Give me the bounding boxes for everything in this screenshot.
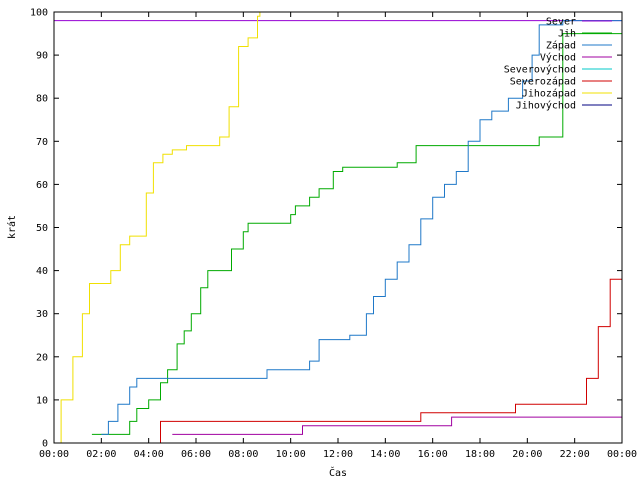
series-line-5 [158, 231, 623, 444]
x-tick-label: 10:00 [276, 449, 306, 460]
x-tick-label: 00:00 [607, 449, 637, 460]
x-tick-label: 18:00 [465, 449, 495, 460]
y-tick-label: 30 [36, 309, 48, 320]
y-tick-label: 60 [36, 180, 48, 191]
legend-label: Východ [540, 52, 576, 64]
series-line-3 [172, 416, 622, 435]
legend-label: Jihozápad [522, 88, 576, 100]
x-axis: 00:00 02:00 04:00 06:00 08:00 10:00 12:00 14:00… [39, 12, 637, 460]
series-line-6 [54, 12, 261, 444]
x-tick-label: 06:00 [181, 449, 211, 460]
y-axis-label: krát [6, 215, 18, 239]
x-tick-label: 08:00 [228, 449, 258, 460]
y-tick-label: 70 [36, 137, 48, 148]
y-tick-label: 80 [36, 94, 48, 105]
y-tick-label: 40 [36, 266, 48, 277]
y-tick-label: 50 [36, 223, 48, 234]
series-line-1 [91, 24, 623, 435]
x-tick-label: 14:00 [370, 449, 400, 460]
x-tick-label: 22:00 [560, 449, 590, 460]
x-tick-label: 04:00 [134, 449, 164, 460]
legend-label: Severovýchod [504, 64, 576, 76]
series-line-2 [101, 20, 622, 435]
legend: SeverJihZápadVýchodSeverovýchodSeverozáp… [504, 17, 612, 112]
plot-lines [54, 12, 623, 444]
x-tick-label: 20:00 [512, 449, 542, 460]
x-axis-label: Čas [329, 466, 347, 479]
legend-label: Západ [546, 40, 576, 52]
x-tick-label: 16:00 [418, 449, 448, 460]
legend-label: Severozápad [510, 76, 576, 88]
legend-label: Sever [546, 17, 576, 28]
y-tick-label: 100 [30, 8, 48, 19]
x-tick-label: 12:00 [323, 449, 353, 460]
y-tick-label: 0 [42, 439, 48, 450]
y-tick-label: 20 [36, 352, 48, 363]
legend-label: Jihovýchod [516, 100, 576, 112]
legend-label: Jih [558, 29, 576, 40]
y-tick-label: 90 [36, 51, 48, 62]
x-tick-label: 02:00 [86, 449, 116, 460]
y-tick-label: 10 [36, 395, 48, 406]
y-axis: 0 10 20 30 40 50 60 70 80 90 100 [30, 8, 622, 450]
x-tick-label: 00:00 [39, 449, 69, 460]
